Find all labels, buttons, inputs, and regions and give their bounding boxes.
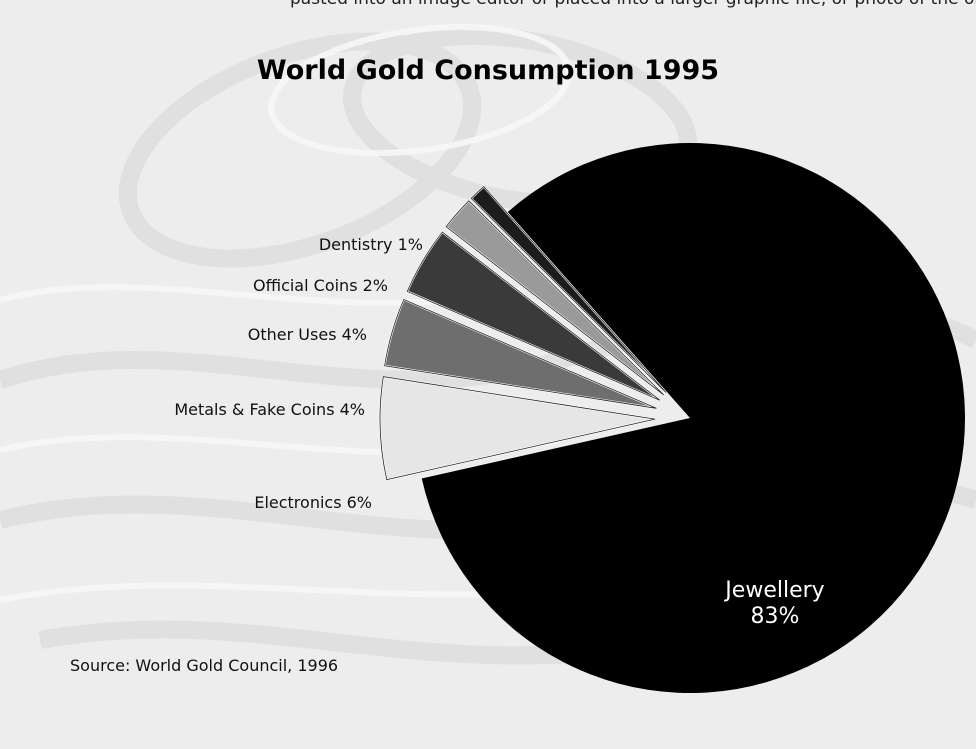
label-official-coins: Official Coins 2%: [253, 276, 388, 295]
cropped-header-text: pasted into an image editor or placed in…: [290, 0, 976, 9]
pie-slice-outline: [470, 186, 667, 393]
label-dentistry: Dentistry 1%: [318, 235, 423, 254]
label-jewellery-name: Jewellery: [725, 578, 825, 603]
pie-slice-outline: [379, 376, 656, 481]
chart-title: World Gold Consumption 1995: [256, 55, 720, 86]
label-metals-fake-coins: Metals & Fake Coins 4%: [174, 400, 365, 419]
pie-slice-jewellery: [421, 142, 965, 693]
chart-source: Source: World Gold Council, 1996: [70, 656, 339, 675]
pie-slice-outline: [445, 200, 664, 396]
label-electronics: Electronics 6%: [254, 493, 372, 512]
pie-slice-outline: [406, 231, 661, 401]
label-jewellery-pct: 83%: [750, 604, 800, 629]
pie-slice-outline: [384, 298, 657, 409]
label-other-uses: Other Uses 4%: [247, 325, 367, 344]
label-jewellery: Jewellery 83%: [700, 578, 850, 630]
